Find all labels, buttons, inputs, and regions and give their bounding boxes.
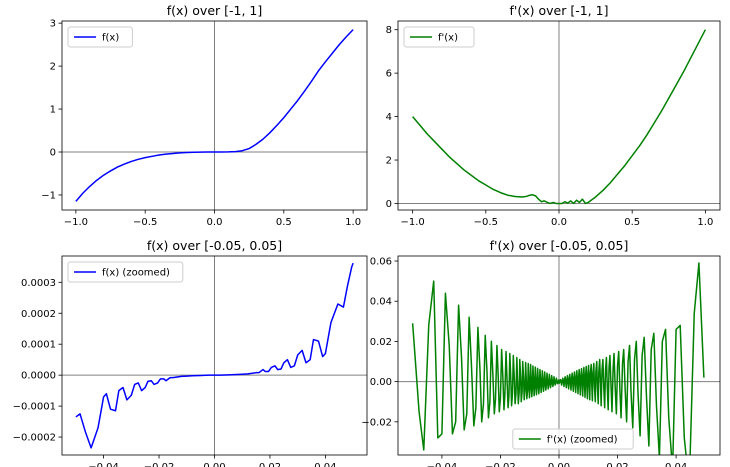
x-tick-label: 1.0 [345,217,361,228]
y-tick-label: 3 [50,19,56,30]
series-line-0 [75,29,354,202]
y-tick-label: −0.02 [361,417,392,428]
y-tick-label: 4 [386,112,392,123]
x-tick-label: −1.0 [64,217,88,228]
legend-box [67,261,184,283]
y-tick-label: 1 [50,105,56,116]
chart-title: f'(x) over [-1, 1] [510,3,609,18]
chart-title: f'(x) over [-0.05, 0.05] [490,238,629,253]
chart-panel-fp-wide: −1.0 −0.5 0.0 0.5 1.0 0 2 4 6 8 f'(x) over [-1, 1]… [386,3,721,228]
y-tick-label: 0 [50,148,56,159]
y-tick-label: 8 [386,25,392,36]
x-tick-label: −0.02 [144,462,175,467]
y-tick-label: 0.06 [370,257,392,268]
legend-label: f'(x) [438,33,458,44]
x-tick-label: 1.0 [697,217,713,228]
legend: f(x) (zoomed) [67,261,184,283]
x-tick-label: −0.5 [474,217,498,228]
legend-label: f(x) (zoomed) [102,268,170,279]
series-line-0 [412,29,707,205]
x-tick-label: 0.0 [207,217,223,228]
x-tick-label: 0.02 [606,462,628,467]
chart-panel-f-wide: −1.0 −0.5 0.0 0.5 1.0 −1 0 1 2 3 f(x) over [-1, 1]… [41,3,368,228]
y-tick-label: −1 [41,190,56,201]
legend: f'(x) [403,26,475,48]
x-tick-label: −0.04 [88,462,119,467]
y-tick-label: 0.0002 [21,309,56,320]
legend: f(x) [67,26,133,48]
chart-title: f(x) over [-1, 1] [167,3,263,18]
legend: f'(x) (zoomed) [512,428,634,450]
x-tick-label: 0.02 [259,462,281,467]
x-tick-label: −1.0 [400,217,424,228]
legend-box [67,26,133,48]
y-tick-label: 0.04 [370,297,392,308]
legend-box [512,428,634,450]
legend-label: f'(x) (zoomed) [547,435,618,446]
y-tick-label: −0.0001 [13,402,56,413]
y-tick-label: 0.02 [370,337,392,348]
chart-title: f(x) over [-0.05, 0.05] [147,238,282,253]
y-tick-label: 0 [386,199,392,210]
y-tick-label: 2 [386,156,392,167]
y-tick-label: 0.0000 [21,371,56,382]
x-tick-label: 0.00 [203,462,225,467]
series-line-0 [75,262,354,449]
x-tick-label: 0.5 [624,217,640,228]
x-tick-label: 0.04 [665,462,687,467]
legend-box [403,26,475,48]
x-tick-label: −0.02 [485,462,516,467]
y-tick-label: 0.00 [370,377,392,388]
series-line-0 [411,262,705,455]
chart-panel-f-zoom: −0.04 −0.02 0.00 0.02 0.04 −0.0002 −0.0001 0.00… [13,238,368,467]
chart-panel-fp-zoom: −0.04 −0.02 0.00 0.02 0.04 −0.02 0.00 0.02 0.04 0… [361,238,721,467]
x-tick-label: −0.04 [427,462,458,467]
x-tick-label: 0.00 [548,462,570,467]
y-tick-label: −0.0002 [13,433,56,444]
x-tick-label: 0.5 [276,217,292,228]
y-tick-label: 2 [50,62,56,73]
x-tick-label: −0.5 [133,217,157,228]
y-tick-label: 0.0001 [21,340,56,351]
x-tick-label: 0.04 [314,462,336,467]
x-tick-label: 0.0 [551,217,567,228]
y-tick-label: 0.0003 [21,278,56,289]
y-tick-label: 6 [386,69,392,80]
legend-label: f(x) [102,33,119,44]
